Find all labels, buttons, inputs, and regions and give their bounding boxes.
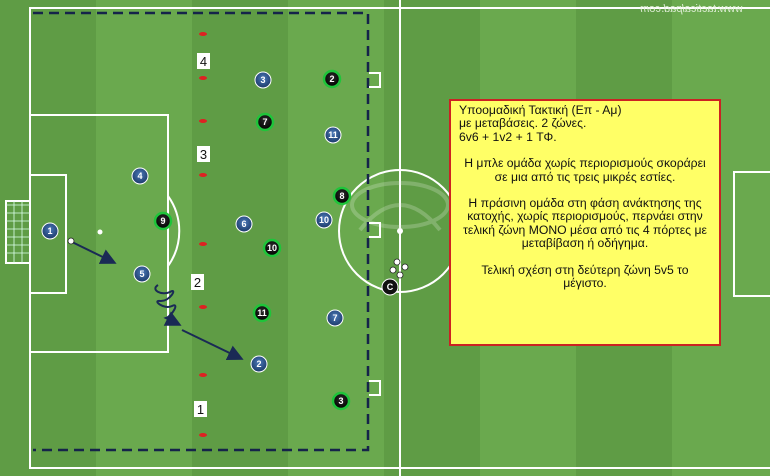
blue-player[interactable]: 1 — [41, 222, 59, 240]
gate-label: 1 — [197, 402, 204, 417]
watermark: www.tacticalpad.com — [640, 3, 743, 15]
blue-player[interactable]: 10 — [315, 211, 333, 229]
blue-player[interactable]: 7 — [326, 309, 344, 327]
svg-text:C: C — [387, 282, 394, 292]
small-goal-top — [369, 72, 381, 88]
balls — [67, 237, 409, 279]
gate-label: 4 — [200, 54, 207, 69]
svg-text:7: 7 — [332, 313, 337, 323]
svg-text:8: 8 — [339, 191, 344, 201]
main-goal — [5, 200, 31, 264]
green-player[interactable]: 7 — [255, 112, 275, 132]
svg-text:3: 3 — [260, 75, 265, 85]
note-title-line: Υποομαδική Τακτική (Επ - Αμ) — [459, 103, 622, 117]
zone-boundary — [33, 11, 370, 452]
blue-player[interactable]: 6 — [235, 215, 253, 233]
instructions-note: Υποομαδική Τακτική (Επ - Αμ) με μεταβάσε… — [449, 99, 721, 346]
green-player[interactable]: 9 — [153, 211, 173, 231]
gate-cones — [199, 32, 207, 437]
svg-text:5: 5 — [139, 269, 144, 279]
pass-arrow — [71, 241, 117, 264]
svg-text:11: 11 — [328, 130, 338, 140]
svg-text:2: 2 — [329, 74, 334, 84]
svg-text:7: 7 — [262, 117, 267, 127]
gate-label: 3 — [200, 147, 207, 162]
svg-text:10: 10 — [267, 243, 277, 253]
svg-text:4: 4 — [137, 171, 142, 181]
green-player[interactable]: 10 — [262, 238, 282, 258]
svg-text:9: 9 — [160, 216, 165, 226]
note-paragraph: Τελική σχέση στη δεύτερη ζώνη 5v5 το μέγ… — [481, 262, 689, 291]
svg-text:3: 3 — [338, 396, 343, 406]
note-title-line: με μεταβάσεις. 2 ζώνες. — [459, 116, 587, 131]
svg-text:2: 2 — [256, 359, 261, 369]
green-player[interactable]: 3 — [331, 391, 351, 411]
note-paragraph: Η πράσινη ομάδα στη φάση ανάκτησης της κ… — [463, 196, 707, 251]
blue-player[interactable]: 4 — [131, 167, 149, 185]
coach[interactable]: C — [381, 278, 399, 296]
note-title: Υποομαδική Τακτική (Επ - Αμ) με μεταβάσε… — [459, 103, 711, 144]
svg-text:10: 10 — [319, 215, 329, 225]
small-goal-bottom — [369, 380, 381, 396]
svg-text:1: 1 — [47, 226, 52, 236]
green-player[interactable]: 11 — [252, 303, 272, 323]
blue-player[interactable]: 2 — [250, 355, 268, 373]
svg-text:6: 6 — [241, 219, 246, 229]
dribble-squiggle — [154, 284, 182, 326]
blue-player[interactable]: 5 — [133, 265, 151, 283]
green-player[interactable]: 2 — [322, 69, 342, 89]
note-paragraph: Η μπλε ομάδα χωρίς περιορισμούς σκοράρει… — [464, 156, 706, 184]
svg-text:11: 11 — [257, 308, 267, 318]
pass-arrow — [181, 329, 244, 360]
blue-player[interactable]: 3 — [254, 71, 272, 89]
gate-label: 2 — [194, 275, 201, 290]
green-player[interactable]: 8 — [332, 186, 352, 206]
small-goal-middle — [369, 222, 381, 238]
note-title-line: 6v6 + 1v2 + 1 ΤΦ. — [459, 129, 557, 144]
center-logo — [350, 181, 450, 232]
blue-player[interactable]: 11 — [324, 126, 342, 144]
